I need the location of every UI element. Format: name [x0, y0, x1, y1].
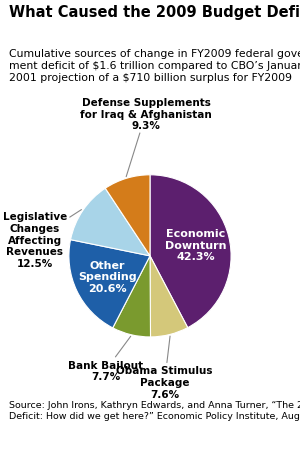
Text: Source: John Irons, Kathryn Edwards, and Anna Turner, “The 2009 Budget
Deficit: : Source: John Irons, Kathryn Edwards, and…	[9, 400, 300, 421]
Text: Legislative
Changes
Affecting
Revenues
12.5%: Legislative Changes Affecting Revenues 1…	[3, 210, 82, 268]
Wedge shape	[70, 189, 150, 256]
Wedge shape	[69, 240, 150, 328]
Text: Cumulative sources of change in FY2009 federal govern-
ment deficit of $1.6 tril: Cumulative sources of change in FY2009 f…	[9, 49, 300, 83]
Wedge shape	[113, 256, 151, 337]
Text: Defense Supplements
for Iraq & Afghanistan
9.3%: Defense Supplements for Iraq & Afghanist…	[80, 98, 212, 177]
Wedge shape	[150, 176, 231, 328]
Wedge shape	[150, 256, 188, 337]
Text: Bank Bailout
7.7%: Bank Bailout 7.7%	[68, 337, 143, 381]
Text: Other
Spending
20.6%: Other Spending 20.6%	[78, 260, 137, 293]
Wedge shape	[105, 176, 150, 256]
Text: What Caused the 2009 Budget Deficit?: What Caused the 2009 Budget Deficit?	[9, 5, 300, 20]
Text: Economic
Downturn
42.3%: Economic Downturn 42.3%	[165, 228, 226, 262]
Text: Obama Stimulus
Package
7.6%: Obama Stimulus Package 7.6%	[116, 337, 213, 399]
